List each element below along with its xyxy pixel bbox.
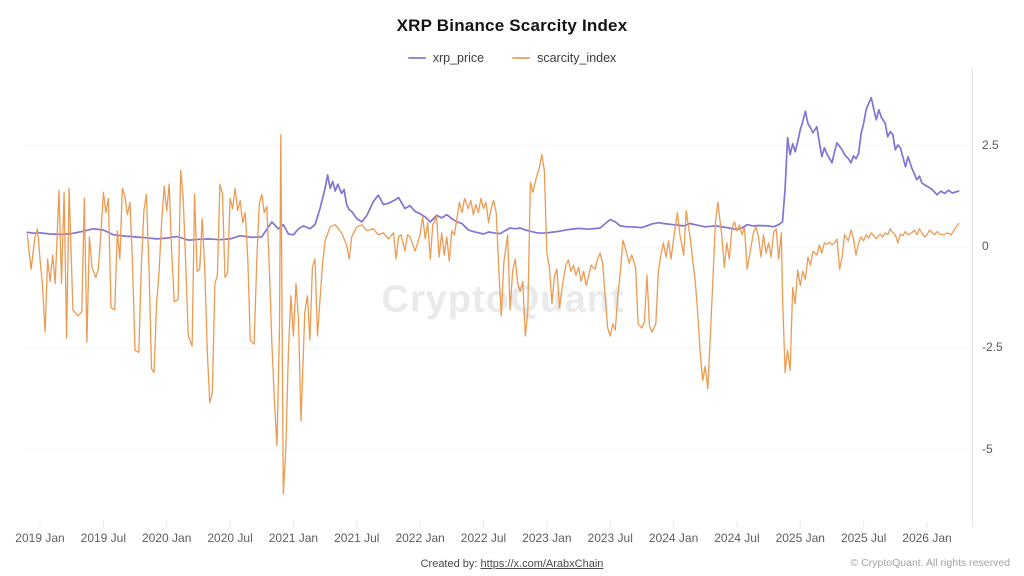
x-tick-label: 2020 Jan: [142, 531, 192, 545]
x-tick-label: 2023 Jan: [522, 531, 572, 545]
x-tick-label: 2026 Jan: [902, 531, 952, 545]
x-tick-label: 2019 Jul: [80, 531, 127, 545]
x-tick-label: 2024 Jul: [714, 531, 760, 545]
x-tick-label: 2022 Jul: [460, 531, 507, 545]
x-tick-label: 2022 Jan: [395, 531, 445, 545]
x-tick-label: 2020 Jul: [207, 531, 253, 545]
copyright-notice: © CryptoQuant. All rights reserved: [850, 557, 1010, 569]
scarcity-index-line-swatch-icon: [512, 57, 531, 59]
author-link[interactable]: https://x.com/ArabxChain: [480, 558, 604, 570]
series-line-scarcity-index: [26, 134, 960, 495]
x-tick-label: 2019 Jan: [15, 531, 65, 545]
legend-item-scarcity-index[interactable]: scarcity_index: [512, 51, 616, 65]
x-tick-label: 2025 Jan: [775, 531, 825, 545]
page-title: XRP Binance Scarcity Index: [396, 16, 628, 35]
x-tick-label: 2025 Jul: [840, 531, 887, 545]
x-tick-label: 2024 Jan: [648, 531, 699, 545]
y-tick-label: -5: [982, 441, 993, 456]
x-tick-label: 2021 Jul: [334, 531, 380, 545]
x-tick-label: 2021 Jan: [268, 531, 319, 545]
xrp-price-line-swatch-icon: [407, 57, 426, 59]
x-tick-label: 2023 Jul: [587, 531, 633, 545]
y-tick-label: 2.5: [982, 137, 999, 152]
legend: xrp_price scarcity_index: [0, 50, 1024, 66]
legend-label-scarcity-index: scarcity_index: [537, 51, 617, 65]
y-tick-label: -2.5: [982, 340, 1003, 355]
y-tick-label: 0: [982, 239, 989, 253]
created-by-label: Created by:: [420, 558, 481, 570]
series-line-xrp-price: [26, 96, 960, 241]
legend-label-xrp-price: xrp_price: [432, 51, 485, 65]
legend-item-xrp-price[interactable]: xrp_price: [407, 51, 485, 65]
footer-attribution: Created by: https://x.com/ArabxChain: [0, 558, 1024, 570]
